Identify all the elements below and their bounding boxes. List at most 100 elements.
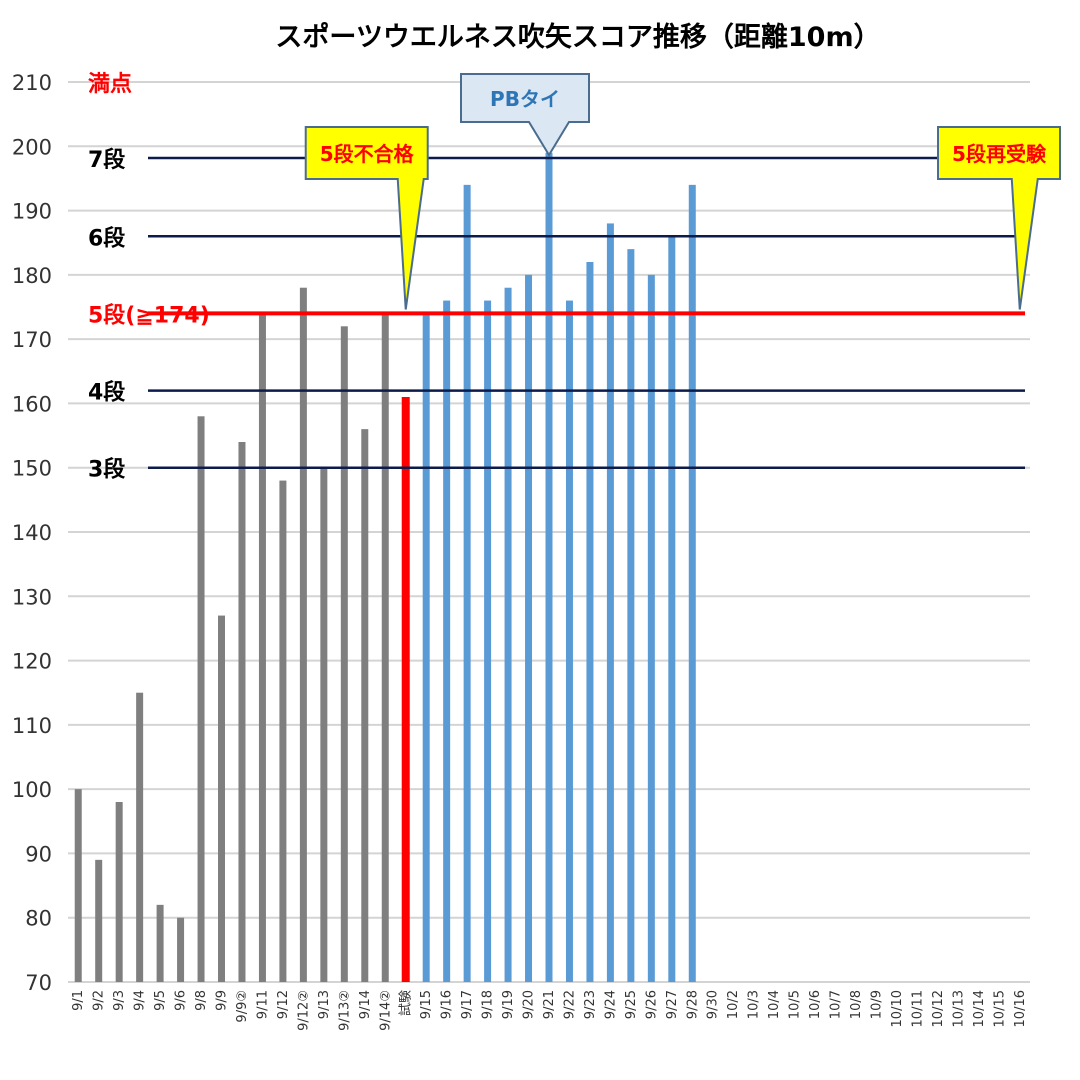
bar <box>422 313 430 982</box>
bar <box>484 300 492 983</box>
y-tick-label: 140 <box>12 521 52 545</box>
x-tick-label: 9/8 <box>194 990 209 1011</box>
bar <box>340 326 348 982</box>
callout-box <box>937 126 1061 310</box>
bar <box>381 313 389 982</box>
y-tick-label: 100 <box>12 778 52 802</box>
bar <box>320 467 328 982</box>
y-tick-label: 110 <box>12 714 52 738</box>
bar <box>504 287 512 982</box>
bars <box>74 152 696 983</box>
level-label: 6段 <box>88 225 125 251</box>
x-tick-label: 10/3 <box>747 990 762 1019</box>
x-tick-label: 10/9 <box>869 990 884 1019</box>
callout-label: PBタイ <box>490 87 560 111</box>
y-tick-label: 210 <box>12 71 52 95</box>
y-tick-label: 120 <box>12 650 52 674</box>
x-tick-label: 9/14② <box>378 990 393 1031</box>
bar <box>299 287 307 982</box>
bar <box>525 274 533 982</box>
chart-title: スポーツウエルネス吹矢スコア推移（距離10m） <box>275 21 880 53</box>
x-tick-label: 9/9② <box>235 990 250 1023</box>
x-tick-label: 試験 <box>398 990 414 1016</box>
x-tick-label: 9/9 <box>215 990 230 1011</box>
x-tick-label: 10/2 <box>726 990 741 1019</box>
x-tick-label: 10/8 <box>849 990 864 1019</box>
x-tick-label: 9/2 <box>92 990 107 1011</box>
bar <box>606 223 614 982</box>
bar <box>95 859 103 982</box>
bar <box>545 152 553 982</box>
x-tick-label: 9/25 <box>624 990 639 1019</box>
x-tick-label: 9/13 <box>317 990 332 1019</box>
x-tick-label: 10/15 <box>992 990 1007 1027</box>
y-tick-label: 80 <box>25 907 52 931</box>
x-tick-label: 9/14 <box>358 990 373 1019</box>
bar <box>688 184 696 982</box>
x-tick-label: 9/27 <box>665 990 680 1019</box>
bar <box>361 429 369 983</box>
y-tick-label: 150 <box>12 457 52 481</box>
level-label: 4段 <box>88 380 125 406</box>
y-axis-ticks: 70 80 90 100 110 120 130 140 150 160 170 180 190 200 2… <box>12 71 52 995</box>
x-tick-label: 10/14 <box>972 990 987 1027</box>
y-tick-label: 170 <box>12 328 52 352</box>
y-tick-label: 200 <box>12 135 52 159</box>
x-tick-label: 9/28 <box>685 990 700 1019</box>
x-tick-label: 9/3 <box>112 990 127 1011</box>
x-tick-label: 9/16 <box>440 990 455 1019</box>
callouts: 5段不合格 PBタイ 5段再受験 <box>304 73 1061 310</box>
x-tick-label: 10/12 <box>931 990 946 1027</box>
x-tick-label: 9/30 <box>706 990 721 1019</box>
bar <box>197 416 205 982</box>
bar <box>177 917 185 982</box>
x-tick-label: 10/10 <box>890 990 905 1027</box>
x-tick-label: 9/4 <box>133 990 148 1011</box>
x-tick-label: 10/6 <box>808 990 823 1019</box>
x-tick-label: 9/23 <box>583 990 598 1019</box>
level-label: 5段(≧174) <box>88 302 210 328</box>
x-tick-label: 9/11 <box>255 990 270 1019</box>
x-tick-label: 10/5 <box>788 990 803 1019</box>
y-tick-label: 90 <box>25 842 52 866</box>
x-tick-label: 9/12② <box>296 990 311 1031</box>
y-tick-label: 70 <box>25 971 52 995</box>
bar <box>115 802 123 982</box>
x-tick-label: 10/11 <box>910 990 925 1027</box>
x-tick-label: 9/26 <box>644 990 659 1019</box>
y-tick-label: 160 <box>12 392 52 416</box>
bar <box>647 274 655 982</box>
y-tick-label: 130 <box>12 585 52 609</box>
x-tick-label: 9/13② <box>337 990 352 1031</box>
x-tick-label: 10/7 <box>829 990 844 1019</box>
bar <box>586 262 594 982</box>
bar <box>668 236 676 983</box>
x-tick-label: 9/12 <box>276 990 291 1019</box>
callout-box <box>304 126 429 310</box>
y-tick-label: 190 <box>12 200 52 224</box>
bar <box>74 789 82 982</box>
bar <box>401 397 410 982</box>
bar <box>258 313 266 982</box>
bar <box>156 904 164 982</box>
bar <box>218 615 226 982</box>
x-tick-label: 10/16 <box>1013 990 1028 1027</box>
bar <box>463 184 471 982</box>
x-axis-ticks: 9/1 9/2 9/3 9/4 9/5 9/6 9/8 9/9 9/9② 9/11 9/12 9/12… <box>71 990 1028 1031</box>
level-lines: 満点 7段 6段 5段(≧174) 4段 3段 <box>88 71 1025 483</box>
x-tick-label: 10/4 <box>767 990 782 1019</box>
bar <box>565 300 573 983</box>
callout-box <box>460 73 590 157</box>
x-tick-label: 9/18 <box>481 990 496 1019</box>
bar <box>443 300 451 983</box>
x-tick-label: 9/15 <box>419 990 434 1019</box>
x-tick-label: 9/20 <box>522 990 537 1019</box>
x-tick-label: 9/19 <box>501 990 516 1019</box>
level-label: 満点 <box>88 71 132 97</box>
x-tick-label: 9/24 <box>603 990 618 1019</box>
bar <box>279 480 287 982</box>
level-label: 3段 <box>88 457 125 483</box>
level-label: 7段 <box>88 147 125 173</box>
x-tick-label: 9/1 <box>71 990 86 1011</box>
